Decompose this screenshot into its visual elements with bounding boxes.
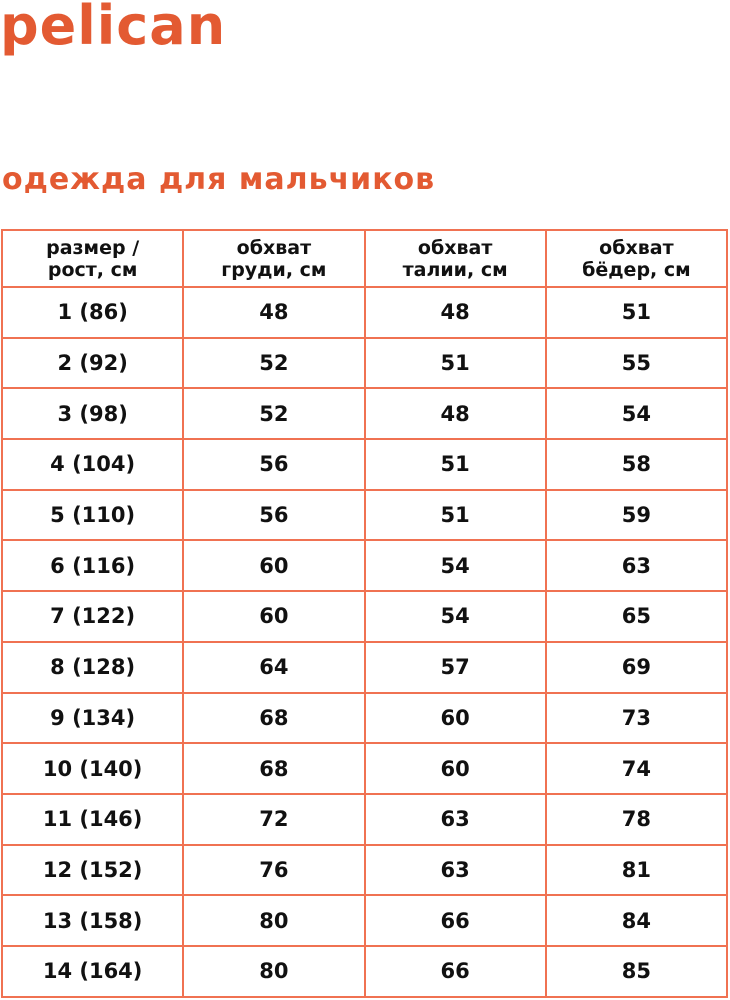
cell-size-height: 14 (164): [0, 944, 185, 998]
cell-chest: 72: [182, 792, 366, 846]
cell-size-height: 13 (158): [0, 894, 185, 947]
page-title: одежда для мальчиков: [2, 162, 436, 197]
cell-waist: 57: [363, 640, 547, 694]
cell-chest: 56: [182, 438, 366, 491]
cell-chest: 60: [182, 539, 366, 593]
cell-size-height: 5 (110): [0, 488, 185, 542]
cell-waist: 66: [363, 944, 547, 998]
cell-chest: 52: [182, 336, 366, 390]
cell-waist: 54: [363, 539, 547, 593]
cell-size-height: 3 (98): [0, 387, 185, 441]
cell-chest: 76: [182, 843, 366, 897]
cell-size-height: 2 (92): [0, 336, 185, 390]
table-row: 2 (92) 52 51 55: [0, 336, 729, 390]
brand-logo: pelican: [0, 0, 227, 57]
cell-size-height: 8 (128): [0, 640, 185, 694]
cell-waist: 60: [363, 742, 547, 795]
cell-waist: 51: [363, 438, 547, 491]
cell-size-height: 10 (140): [0, 742, 185, 795]
cell-size-height: 11 (146): [0, 792, 185, 846]
cell-chest: 48: [182, 286, 366, 339]
cell-waist: 66: [363, 894, 547, 947]
cell-size-height: 4 (104): [0, 438, 185, 491]
cell-hips: 73: [544, 691, 729, 745]
cell-waist: 60: [363, 691, 547, 745]
column-header-size-height: размер / рост, см: [0, 229, 185, 288]
table-row: 9 (134) 68 60 73: [0, 691, 729, 745]
table-row: 11 (146) 72 63 78: [0, 792, 729, 846]
cell-hips: 51: [544, 286, 729, 339]
cell-size-height: 9 (134): [0, 691, 185, 745]
table-row: 7 (122) 60 54 65: [0, 590, 729, 643]
cell-size-height: 12 (152): [0, 843, 185, 897]
cell-size-height: 1 (86): [0, 286, 185, 339]
cell-hips: 69: [544, 640, 729, 694]
cell-chest: 80: [182, 894, 366, 947]
cell-hips: 84: [544, 894, 729, 947]
cell-waist: 63: [363, 843, 547, 897]
table-row: 10 (140) 68 60 74: [0, 742, 729, 795]
column-header-waist: обхват талии, см: [363, 229, 547, 288]
cell-waist: 48: [363, 387, 547, 441]
column-header-hips: обхват бёдер, см: [544, 229, 729, 288]
table-row: 4 (104) 56 51 58: [0, 438, 729, 491]
cell-hips: 85: [544, 944, 729, 998]
table-row: 12 (152) 76 63 81: [0, 843, 729, 897]
cell-hips: 81: [544, 843, 729, 897]
cell-chest: 52: [182, 387, 366, 441]
cell-hips: 65: [544, 590, 729, 643]
table-row: 8 (128) 64 57 69: [0, 640, 729, 694]
cell-hips: 78: [544, 792, 729, 846]
cell-waist: 48: [363, 286, 547, 339]
cell-waist: 51: [363, 336, 547, 390]
cell-chest: 68: [182, 742, 366, 795]
cell-hips: 58: [544, 438, 729, 491]
table-header-row: размер / рост, см обхват груди, см обхват тал…: [0, 229, 729, 288]
column-header-chest: обхват груди, см: [182, 229, 366, 288]
cell-waist: 54: [363, 590, 547, 643]
table-row: 6 (116) 60 54 63: [0, 539, 729, 593]
size-chart-table: размер / рост, см обхват груди, см обхват тал…: [0, 229, 729, 998]
cell-hips: 55: [544, 336, 729, 390]
cell-hips: 54: [544, 387, 729, 441]
cell-chest: 64: [182, 640, 366, 694]
cell-chest: 68: [182, 691, 366, 745]
table-row: 3 (98) 52 48 54: [0, 387, 729, 441]
cell-hips: 59: [544, 488, 729, 542]
cell-hips: 74: [544, 742, 729, 795]
cell-waist: 51: [363, 488, 547, 542]
cell-chest: 60: [182, 590, 366, 643]
cell-hips: 63: [544, 539, 729, 593]
cell-size-height: 7 (122): [0, 590, 185, 643]
table-row: 13 (158) 80 66 84: [0, 894, 729, 947]
cell-chest: 80: [182, 944, 366, 998]
cell-chest: 56: [182, 488, 366, 542]
cell-waist: 63: [363, 792, 547, 846]
table-row: 14 (164) 80 66 85: [0, 944, 729, 998]
table-row: 1 (86) 48 48 51: [0, 286, 729, 339]
cell-size-height: 6 (116): [0, 539, 185, 593]
table-row: 5 (110) 56 51 59: [0, 488, 729, 542]
